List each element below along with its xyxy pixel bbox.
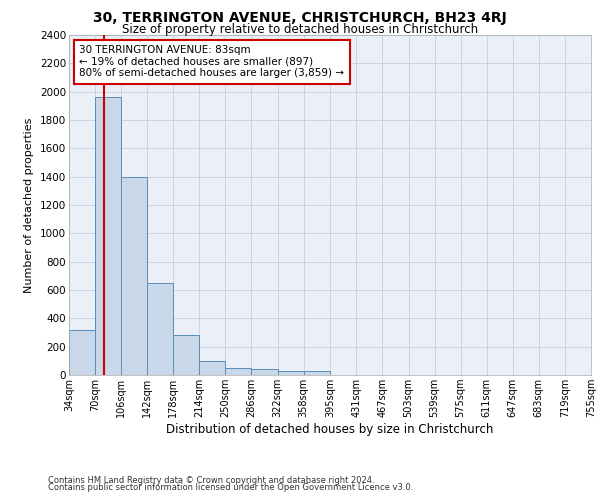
Bar xyxy=(121,176,147,375)
Text: Size of property relative to detached houses in Christchurch: Size of property relative to detached ho… xyxy=(122,22,478,36)
Text: 30, TERRINGTON AVENUE, CHRISTCHURCH, BH23 4RJ: 30, TERRINGTON AVENUE, CHRISTCHURCH, BH2… xyxy=(93,11,507,25)
Bar xyxy=(278,372,304,375)
Text: Contains HM Land Registry data © Crown copyright and database right 2024.: Contains HM Land Registry data © Crown c… xyxy=(48,476,374,485)
Bar xyxy=(304,372,329,375)
Bar xyxy=(95,98,121,375)
Text: Contains public sector information licensed under the Open Government Licence v3: Contains public sector information licen… xyxy=(48,484,413,492)
Bar xyxy=(147,283,173,375)
Bar xyxy=(173,336,199,375)
Bar xyxy=(226,368,251,375)
Bar xyxy=(251,370,278,375)
Bar xyxy=(69,330,95,375)
X-axis label: Distribution of detached houses by size in Christchurch: Distribution of detached houses by size … xyxy=(166,423,494,436)
Bar xyxy=(199,361,226,375)
Text: 30 TERRINGTON AVENUE: 83sqm
← 19% of detached houses are smaller (897)
80% of se: 30 TERRINGTON AVENUE: 83sqm ← 19% of det… xyxy=(79,45,344,78)
Y-axis label: Number of detached properties: Number of detached properties xyxy=(25,118,34,292)
